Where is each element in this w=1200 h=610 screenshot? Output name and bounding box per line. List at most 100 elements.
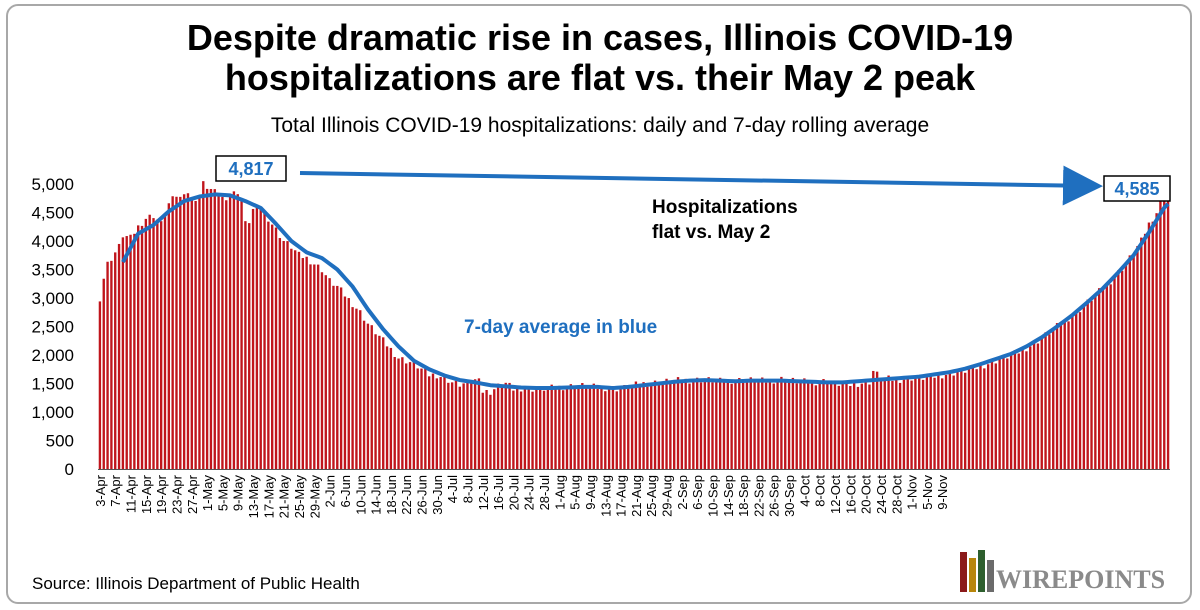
daily-bar — [715, 380, 718, 469]
daily-bar — [202, 181, 205, 469]
x-tick-label: 13-Aug — [598, 475, 613, 517]
daily-bar — [370, 325, 373, 469]
daily-bar — [493, 389, 496, 469]
daily-bar — [875, 371, 879, 469]
daily-bar — [627, 388, 630, 469]
daily-bar — [244, 221, 247, 469]
daily-bar — [711, 382, 714, 469]
daily-bar — [305, 256, 308, 469]
avg-note: 7-day average in blue — [464, 317, 657, 338]
daily-bar — [646, 386, 649, 469]
x-tick-label: 12-Oct — [828, 475, 843, 514]
x-tick-label: 15-Apr — [139, 474, 154, 514]
daily-bar — [718, 377, 722, 469]
daily-bar — [263, 211, 266, 469]
daily-bar — [175, 196, 178, 469]
daily-bar — [347, 298, 350, 469]
daily-bar — [799, 380, 802, 469]
daily-bar — [542, 390, 546, 469]
daily-bar — [741, 382, 745, 469]
daily-bar — [1044, 332, 1047, 469]
daily-bar — [898, 382, 902, 469]
daily-bar — [248, 223, 251, 469]
daily-bar — [738, 378, 741, 469]
daily-bar — [362, 320, 366, 469]
daily-bar — [684, 378, 687, 469]
daily-bar — [144, 218, 148, 469]
daily-bar — [768, 379, 772, 469]
x-tick-label: 29-May — [307, 475, 322, 519]
daily-bar — [615, 391, 618, 469]
y-tick-label: 2,500 — [31, 318, 74, 337]
rolling-average-line-group — [121, 192, 1170, 391]
annotations: 4,817 4,585 Hospitalizations flat vs. May 2… — [215, 155, 1171, 338]
daily-bar — [1159, 197, 1162, 469]
daily-bar — [914, 377, 917, 469]
daily-bar — [1094, 294, 1097, 469]
daily-bar — [757, 379, 760, 469]
daily-bar — [117, 243, 121, 469]
daily-bar — [121, 237, 125, 469]
daily-bar — [983, 368, 986, 469]
peak-to-latest-arrow — [299, 165, 1103, 206]
x-tick-label: 6-Jun — [338, 475, 353, 508]
daily-bar — [481, 392, 484, 469]
x-tick-label: 14-Sep — [721, 475, 736, 517]
daily-bar — [642, 382, 645, 469]
daily-bar — [466, 380, 469, 469]
wirepoints-logo: WIREPOINTS — [960, 550, 1165, 594]
daily-bar — [795, 383, 798, 469]
daily-bar — [630, 384, 634, 469]
daily-bar — [1101, 289, 1105, 469]
daily-bar — [1136, 246, 1139, 469]
daily-bar — [550, 384, 553, 469]
daily-bar — [561, 390, 565, 469]
daily-bar — [274, 227, 278, 469]
daily-bar — [1109, 284, 1112, 469]
daily-bar — [232, 191, 236, 469]
daily-bar — [313, 264, 316, 469]
daily-bar — [267, 221, 270, 469]
daily-bar — [952, 375, 955, 469]
x-tick-label: 9-May — [231, 475, 246, 512]
daily-bar — [941, 378, 944, 469]
x-tick-label: 21-Aug — [629, 475, 644, 517]
daily-bar — [891, 380, 894, 469]
flat-note-line-1: Hospitalizations — [652, 197, 798, 218]
daily-bar — [1002, 355, 1005, 469]
chart-title: Despite dramatic rise in cases, Illinois… — [0, 18, 1200, 98]
y-tick-label: 500 — [46, 432, 74, 451]
daily-bar — [401, 357, 404, 469]
x-tick-label: 4-Jul — [445, 475, 460, 503]
daily-bar — [822, 379, 825, 469]
daily-bar — [1025, 351, 1028, 469]
daily-bar — [948, 371, 952, 469]
daily-bar — [761, 377, 764, 469]
x-axis: 3-Apr 7-Apr 11-Apr 15-Apr 19-Apr 23-Apr 27-Apr… — [93, 469, 1170, 519]
daily-bar — [749, 377, 752, 469]
daily-bar — [592, 383, 595, 469]
daily-bar — [784, 382, 787, 469]
daily-bar — [864, 380, 867, 469]
daily-bar — [994, 363, 997, 469]
daily-bar — [554, 389, 557, 469]
source-note: Source: Illinois Department of Public He… — [32, 574, 360, 593]
daily-bar — [1021, 348, 1024, 469]
daily-bar — [1071, 315, 1074, 469]
x-tick-label: 17-Aug — [614, 475, 629, 517]
daily-bar — [653, 380, 657, 469]
x-tick-label: 3-Apr — [93, 474, 108, 506]
peak-value-label: 4,817 — [228, 159, 273, 179]
daily-bar — [271, 224, 274, 469]
x-tick-label: 22-Sep — [751, 475, 766, 517]
daily-bar — [278, 238, 282, 469]
daily-bar — [1128, 255, 1131, 469]
daily-bar — [734, 380, 737, 469]
daily-bar — [661, 381, 664, 469]
daily-bar — [730, 383, 733, 469]
chart-subtitle: Total Illinois COVID-19 hospitalizations… — [270, 114, 930, 137]
daily-bar — [186, 193, 190, 470]
x-tick-label: 5-Nov — [920, 475, 935, 510]
y-tick-label: 4,000 — [31, 232, 74, 251]
